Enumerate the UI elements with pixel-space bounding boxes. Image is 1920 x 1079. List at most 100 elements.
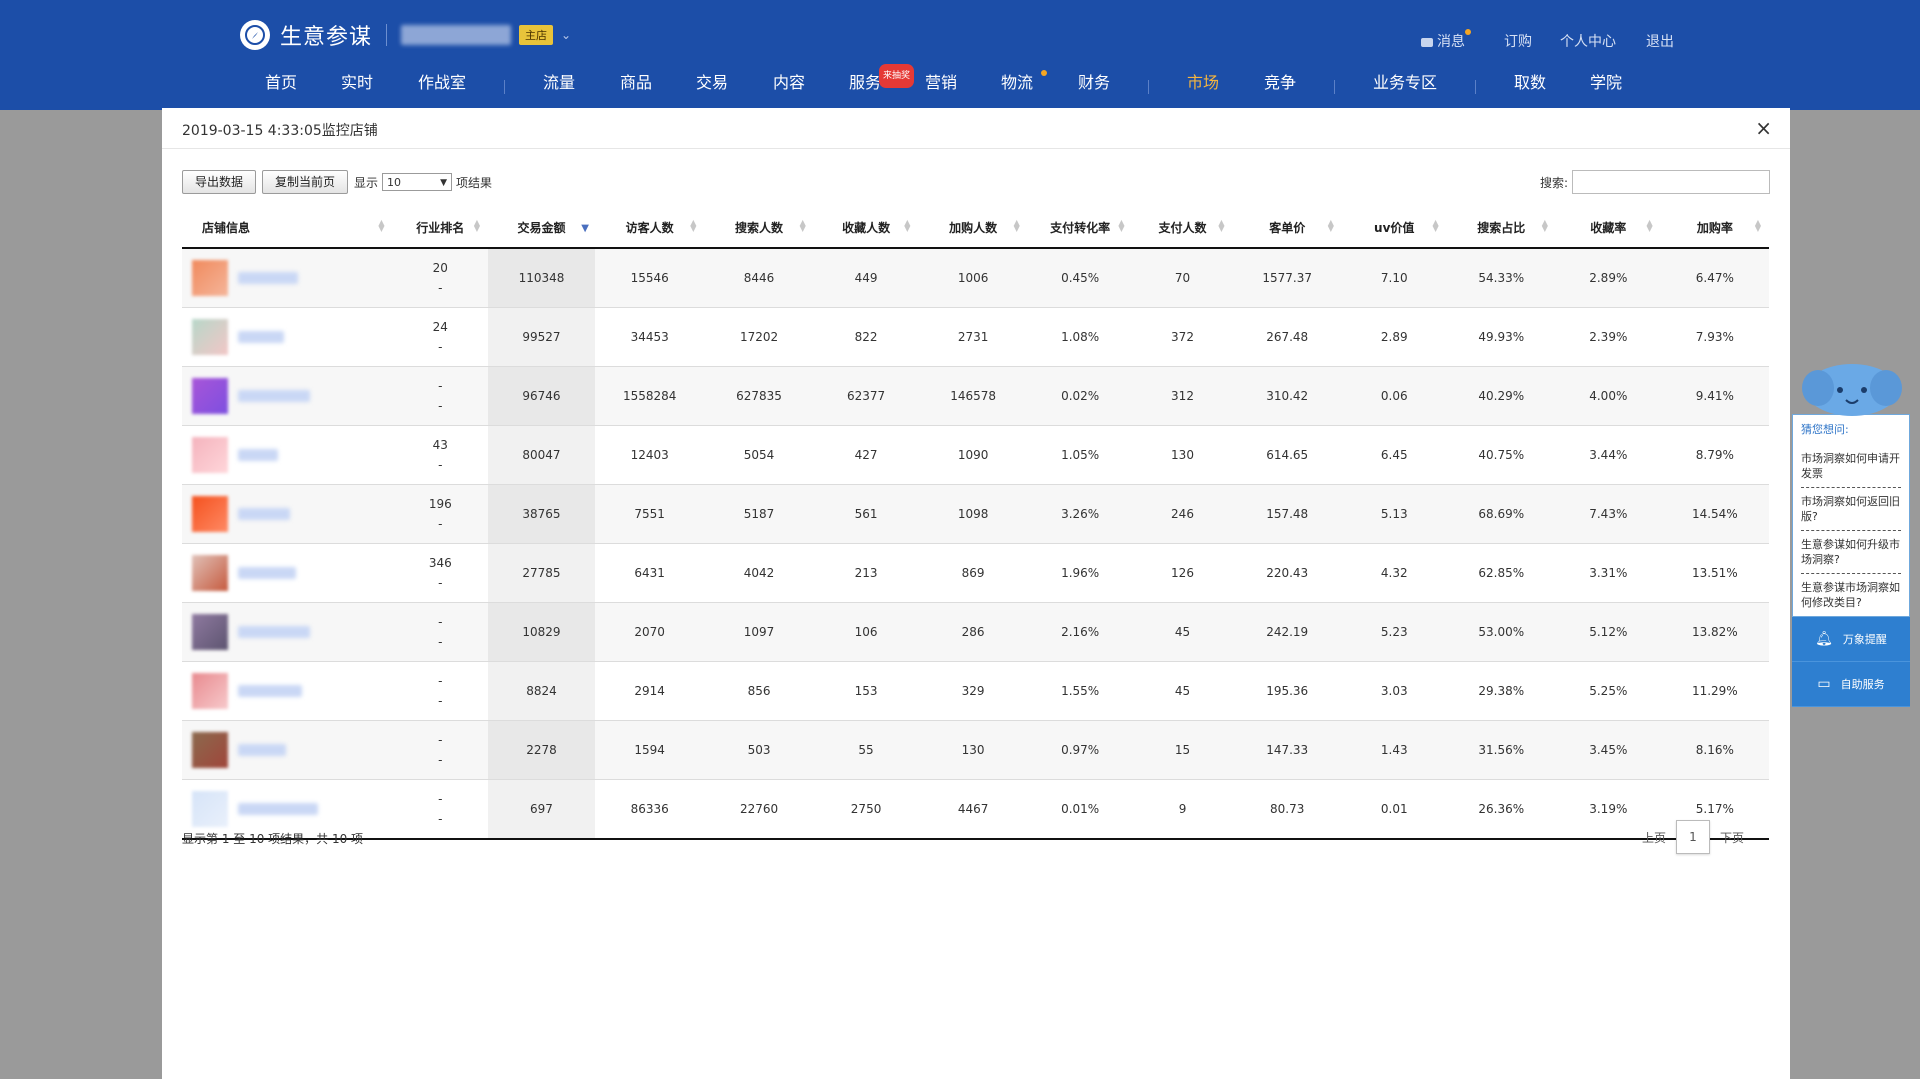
subscribe-link[interactable]: 订购 [1504, 34, 1532, 50]
nav-trade[interactable]: 交易 [696, 73, 729, 92]
shop-thumbnail[interactable] [192, 319, 228, 355]
brand[interactable]: 生意参谋 主店 ⌄ [240, 18, 571, 52]
col-rank[interactable]: 行业排名 ▲ ▼ [392, 207, 488, 249]
export-data-button[interactable]: 导出数据 [182, 170, 257, 194]
nav-compete[interactable]: 竞争 [1264, 73, 1297, 92]
shop-thumbnail[interactable] [192, 614, 228, 650]
nav-home[interactable]: 首页 [265, 73, 298, 92]
table-row[interactable]: 43 - 80047 12403 5054 427 1090 1.05% 130 614.65 6.… [182, 425, 1769, 485]
current-page-button[interactable]: 1 [1675, 820, 1710, 854]
nav-finance[interactable]: 财务 [1078, 73, 1111, 92]
col-uv-value[interactable]: uv价值 ▲ ▼ [1341, 207, 1447, 249]
shop-info-cell[interactable] [182, 366, 393, 426]
shop-info-cell[interactable] [182, 543, 393, 603]
faq-link-invoice[interactable]: 市场洞察如何申请开发票 [1801, 445, 1901, 488]
shop-info-cell[interactable] [182, 779, 393, 840]
shop-name-blurred[interactable] [238, 331, 284, 343]
profile-link[interactable]: 个人中心 [1560, 34, 1616, 50]
nav-marketing[interactable]: 营销 [925, 73, 958, 92]
shop-name-blurred[interactable] [238, 508, 290, 520]
table-row[interactable]: - -697 86336 22760 2750 4467 0.01% 9 80.73 0.01 26… [182, 779, 1769, 840]
shop-thumbnail[interactable] [192, 673, 228, 709]
page-size-select[interactable]: 10 ▼ [382, 173, 453, 191]
nav-traffic[interactable]: 流量 [543, 73, 576, 92]
col-label: 店铺信息 [202, 220, 251, 235]
col-search[interactable]: 搜索人数 ▲ ▼ [704, 207, 814, 249]
shop-thumbnail[interactable] [192, 437, 228, 473]
col-cart-rate[interactable]: 加购率 ▲ ▼ [1660, 207, 1769, 249]
shop-name-blurred[interactable] [238, 803, 318, 815]
elephant-mascot-icon[interactable] [1800, 352, 1904, 416]
industry-rank: 20 [432, 261, 448, 275]
faq-link-upgrade[interactable]: 生意参谋如何升级市场洞察? [1801, 531, 1901, 574]
logout-link[interactable]: 退出 [1646, 34, 1674, 50]
table-row[interactable]: 346 - 27785 6431 4042 213 869 1.96% 126 220.43 4.3… [182, 543, 1769, 603]
shop-thumbnail[interactable] [192, 496, 228, 532]
shop-name-blurred[interactable] [238, 390, 310, 402]
table-row[interactable]: 20 - 110348 15546 8446 449 1006 0.45% 70 1577.37 7… [182, 248, 1769, 308]
shop-info-cell[interactable] [182, 425, 393, 485]
nav-data-fetch[interactable]: 取数 [1514, 73, 1547, 92]
col-fav-rate[interactable]: 收藏率 ▲ ▼ [1555, 207, 1661, 249]
table-row[interactable]: - -2278 1594 503 55 130 0.97% 15 147.33 1.43 31.56… [182, 720, 1769, 780]
shop-name-blurred[interactable] [238, 449, 278, 461]
nav-service[interactable]: 服务 来抽奖 [849, 64, 915, 108]
faq-link-old-version[interactable]: 市场洞察如何返回旧版? [1801, 488, 1901, 531]
copy-page-button[interactable]: 复制当前页 [262, 170, 349, 194]
self-service-button[interactable]: ▭ 自助服务 [1792, 662, 1910, 707]
alert-label: 万象提醒 [1842, 633, 1887, 646]
nav-logistics[interactable]: 物流 [1001, 70, 1047, 108]
nav-business-zone[interactable]: 业务专区 [1373, 73, 1438, 92]
search-input[interactable] [1572, 170, 1770, 194]
chevron-down-icon[interactable]: ⌄ [561, 28, 572, 42]
table-row[interactable]: - -96746 1558284 627835 62377 146578 0.02% 312 3… [182, 366, 1769, 426]
col-search-share[interactable]: 搜索占比 ▲ ▼ [1446, 207, 1556, 249]
messages-link[interactable]: 消息 [1421, 29, 1471, 51]
shop-thumbnail[interactable] [192, 791, 228, 827]
table-row[interactable]: 24-99527 34453 17202 822 2731 1.08% 372 267.48 2… [182, 307, 1769, 367]
prev-page-button[interactable]: 上页 [1641, 830, 1666, 845]
col-cart[interactable]: 加购人数 ▲ ▼ [918, 207, 1028, 249]
shop-info-cell[interactable] [182, 661, 393, 721]
alert-button[interactable]: 🔔︎ 万象提醒 [1792, 617, 1910, 662]
shop-info-cell[interactable] [182, 602, 393, 662]
cell-fav-rate: 5.25% [1555, 661, 1661, 721]
nav-realtime[interactable]: 实时 [341, 73, 374, 92]
col-visitors[interactable]: 访客人数 ▲ ▼ [595, 207, 705, 249]
nav-content[interactable]: 内容 [773, 73, 806, 92]
shop-info-cell[interactable] [182, 248, 393, 308]
col-amount[interactable]: 交易金额 ▼ [487, 207, 595, 249]
close-icon[interactable]: × [1755, 116, 1772, 140]
col-favorites[interactable]: 收藏人数 ▲ ▼ [813, 207, 919, 249]
shop-name-blurred[interactable] [238, 685, 302, 697]
faq-link-category[interactable]: 生意参谋市场洞察如何修改类目? [1801, 581, 1900, 609]
shop-name-blurred[interactable] [238, 744, 286, 756]
shop-info-cell[interactable] [182, 484, 393, 544]
nav-war-room[interactable]: 作战室 [418, 73, 467, 92]
shop-thumbnail[interactable] [192, 260, 228, 296]
show-label: 显示 [354, 175, 379, 190]
shop-name-blurred[interactable] [238, 626, 310, 638]
table-row[interactable]: 196 - 38765 7551 5187 561 1098 3.26% 246 157.48 5.… [182, 484, 1769, 544]
shop-thumbnail[interactable] [192, 732, 228, 768]
cell-search: 5054 [704, 425, 814, 485]
next-page-button[interactable]: 下页 [1719, 830, 1744, 845]
nav-academy[interactable]: 学院 [1590, 73, 1623, 92]
nav-product[interactable]: 商品 [620, 73, 653, 92]
col-shop-info[interactable]: 店铺信息 ▲ ▼ [182, 207, 393, 249]
col-conversion[interactable]: 支付转化率 ▲ ▼ [1027, 207, 1133, 249]
shop-thumbnail[interactable] [192, 555, 228, 591]
shop-info-cell[interactable] [182, 720, 393, 780]
shop-name-blurred[interactable] [238, 272, 298, 284]
shop-thumbnail[interactable] [192, 378, 228, 414]
nav-market[interactable]: 市场 [1187, 73, 1220, 92]
cell-uv: 7.10 [1341, 248, 1447, 308]
shop-info-cell[interactable] [182, 307, 393, 367]
shop-name-blurred[interactable] [238, 567, 296, 579]
cell-search-pct: 53.00% [1446, 602, 1556, 662]
nav-divider [1334, 80, 1335, 94]
table-row[interactable]: - -10829 2070 1097 106 286 2.16% 45 242.19 5.23 53… [182, 602, 1769, 662]
col-aov[interactable]: 客单价 ▲ ▼ [1232, 207, 1342, 249]
table-row[interactable]: - -8824 2914 856 153 329 1.55% 45 195.36 3.03 29.3… [182, 661, 1769, 721]
col-payers[interactable]: 支付人数 ▲ ▼ [1132, 207, 1233, 249]
